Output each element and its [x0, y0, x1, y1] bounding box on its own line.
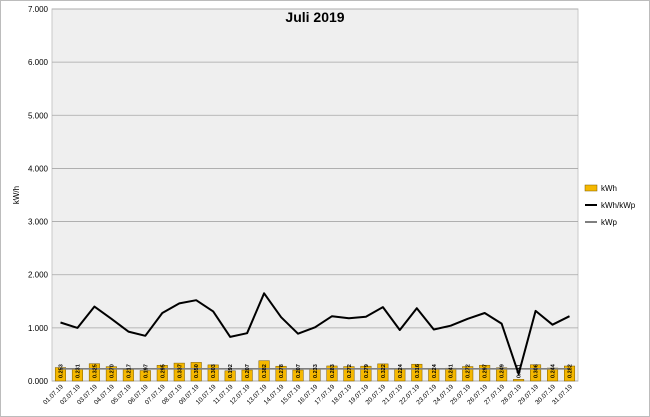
data-label: 0.253	[58, 364, 64, 378]
bar	[377, 363, 389, 382]
y-tick-label: 2.000	[28, 271, 49, 280]
bar	[190, 362, 202, 382]
legend: kWh kWh/kWp kWp	[584, 184, 636, 227]
y-tick-label: 7.000	[28, 5, 49, 14]
bar	[411, 363, 423, 382]
y-axis-label: kW/h	[12, 186, 21, 204]
data-label: 0.297	[483, 364, 489, 378]
gridlines	[52, 8, 578, 382]
data-label: 0.270	[109, 364, 115, 378]
data-label: 0.224	[432, 363, 438, 378]
y-tick-label: 3.000	[28, 218, 49, 227]
data-label: 0.316	[415, 364, 421, 378]
bar-series	[54, 360, 576, 382]
legend-label: kWp	[601, 218, 618, 227]
bar	[479, 364, 491, 382]
y-tick-label: 4.000	[28, 164, 49, 173]
data-labels: 0.253 0.231 0.325 0.270 0.217 0.197 0.295 0.337…	[58, 363, 573, 378]
legend-swatch	[584, 184, 598, 192]
bar	[105, 366, 117, 382]
data-label: 0.231	[75, 364, 81, 378]
bar	[530, 364, 542, 382]
data-label: 0.337	[177, 364, 183, 378]
bar	[564, 365, 576, 382]
data-label: 0.197	[143, 364, 149, 378]
x-tick-labels: 01.07.1902.07.1903.07.1904.07.1905.07.19…	[42, 383, 574, 406]
bar	[360, 365, 372, 382]
data-label: 0.279	[364, 364, 370, 378]
data-label: 0.272	[347, 364, 353, 378]
data-label: 0.303	[211, 364, 217, 378]
y-tick-label: 5.000	[28, 111, 49, 120]
data-label: 0.322	[381, 364, 387, 378]
bar	[54, 367, 66, 382]
bar	[326, 365, 338, 382]
data-label: 0.192	[228, 364, 234, 378]
data-label: 0.031	[517, 364, 523, 378]
bar	[173, 362, 185, 382]
data-label: 0.295	[160, 364, 166, 378]
series-line	[60, 292, 570, 376]
plot-area	[51, 8, 579, 382]
data-label: 0.207	[245, 364, 251, 378]
bar	[496, 367, 508, 382]
legend-item: kWp	[585, 218, 618, 227]
bar	[241, 369, 253, 382]
data-label: 0.207	[296, 364, 302, 378]
bar	[258, 360, 270, 382]
legend-item: kWh/kWp	[585, 201, 636, 210]
legend-label: kWh	[601, 184, 617, 193]
y-tick-label: 0.000	[28, 377, 49, 386]
y-tick-labels: 0.000 1.000 2.000 3.000 4.000 5.000 6.000 7.000	[28, 5, 49, 386]
legend-label: kWh/kWp	[601, 201, 636, 210]
bar	[156, 365, 168, 382]
data-label: 0.224	[398, 363, 404, 378]
data-label: 0.241	[449, 364, 455, 378]
bar	[462, 366, 474, 382]
data-label: 0.272	[466, 364, 472, 378]
kwh-per-kwp-series	[60, 292, 570, 376]
bar	[207, 364, 219, 382]
data-label: 0.282	[568, 364, 574, 378]
bar	[292, 369, 304, 382]
data-label: 0.283	[330, 364, 336, 378]
legend-item: kWh	[584, 184, 617, 193]
data-label: 0.306	[534, 364, 540, 378]
bar	[275, 365, 287, 382]
data-label: 0.325	[92, 364, 98, 378]
bar	[224, 370, 236, 382]
bar	[88, 363, 100, 382]
data-label: 0.382	[262, 364, 268, 378]
data-label: 0.217	[126, 364, 132, 378]
y-tick-label: 6.000	[28, 58, 49, 67]
data-label: 0.244	[551, 363, 557, 378]
y-tick-label: 1.000	[28, 324, 49, 333]
bar	[343, 366, 355, 382]
data-label: 0.249	[500, 364, 506, 378]
chart-title: Juli 2019	[285, 9, 344, 25]
data-label: 0.278	[279, 364, 285, 378]
bar	[513, 379, 525, 382]
data-label: 0.350	[194, 364, 200, 378]
bar	[139, 370, 151, 382]
data-label: 0.233	[313, 364, 319, 378]
